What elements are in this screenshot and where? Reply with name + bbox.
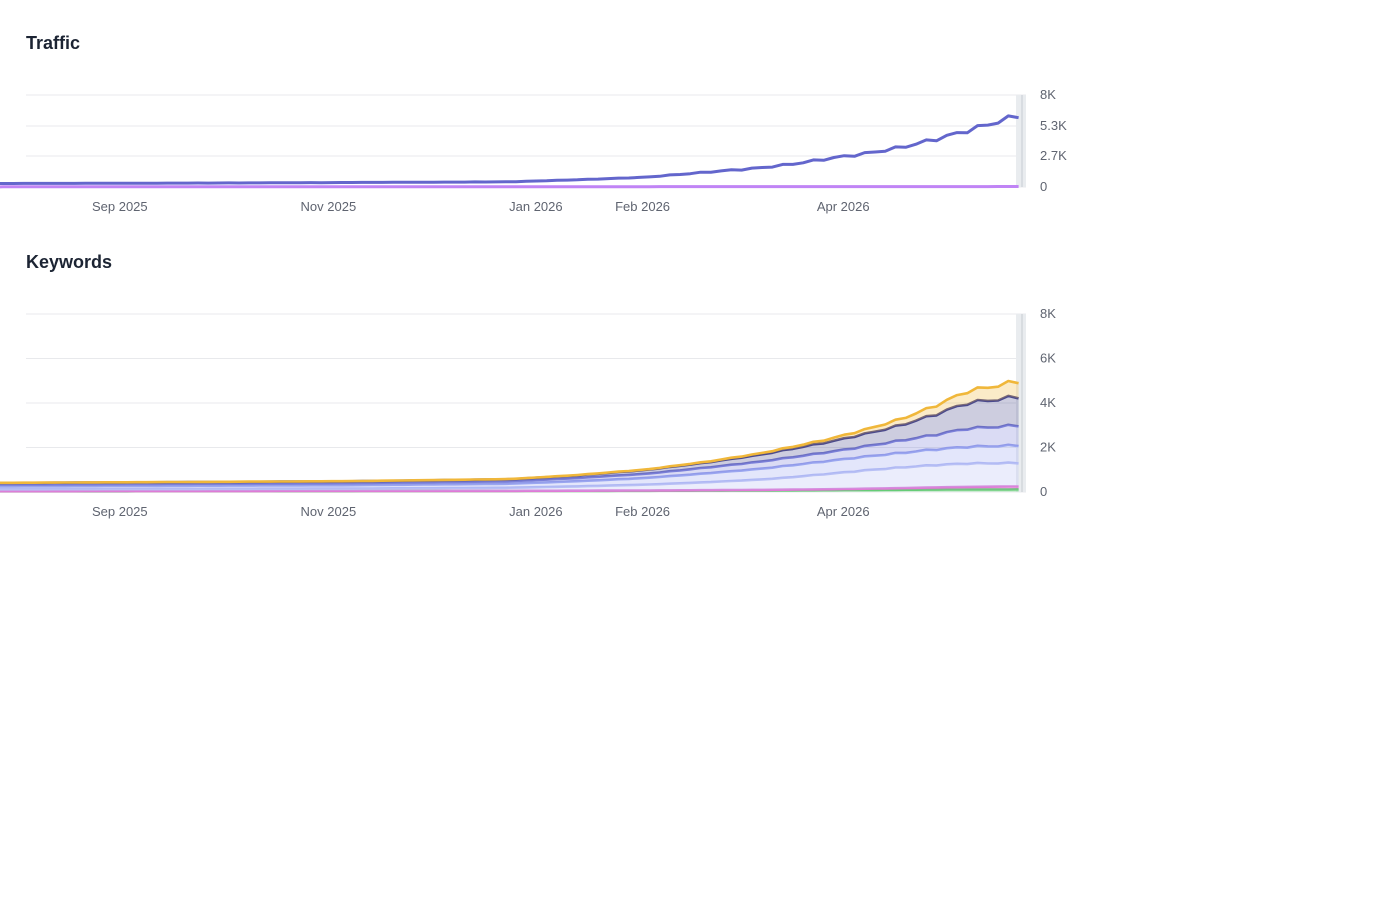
keywords-series-line-1[interactable] [0, 485, 1019, 493]
keywords-series-line-4[interactable] [0, 423, 1019, 486]
keywords-hover-band [1016, 314, 1026, 492]
keywords-series-area-2 [0, 462, 1019, 492]
keywords-y-tick-label: 0 [1040, 484, 1047, 499]
keywords-series-line-6[interactable] [0, 379, 1019, 485]
keywords-y-tick-label: 2K [1040, 440, 1056, 455]
keywords-series-line-3[interactable] [0, 443, 1019, 488]
traffic-y-tick-label: 0 [1040, 179, 1047, 194]
keywords-y-tick-label: 6K [1040, 351, 1056, 366]
keywords-series-area-4 [0, 424, 1019, 487]
traffic-x-tick-label: Jan 2026 [509, 199, 562, 214]
traffic-x-tick-label: Sep 2025 [92, 199, 148, 214]
traffic-x-tick-label: Apr 2026 [817, 199, 870, 214]
traffic-title: Traffic [26, 33, 81, 53]
keywords-x-tick-label: Feb 2026 [615, 504, 670, 519]
keywords-series-line-2[interactable] [0, 461, 1019, 491]
keywords-series-area-3 [0, 444, 1019, 490]
traffic-hover-band [1016, 95, 1026, 187]
traffic-series-line-0[interactable] [0, 114, 1019, 185]
keywords-x-tick-label: Jan 2026 [509, 504, 562, 519]
keywords-x-tick-label: Apr 2026 [817, 504, 870, 519]
traffic-y-tick-label: 2.7K [1040, 148, 1067, 163]
traffic-y-tick-label: 8K [1040, 87, 1056, 102]
keywords-y-tick-label: 8K [1040, 306, 1056, 321]
traffic-x-tick-label: Nov 2025 [301, 199, 357, 214]
traffic-y-tick-label: 5.3K [1040, 118, 1067, 133]
traffic-x-tick-label: Feb 2026 [615, 199, 670, 214]
keywords-title: Keywords [26, 252, 113, 272]
keywords-y-tick-label: 4K [1040, 395, 1056, 410]
keywords-x-tick-label: Sep 2025 [92, 504, 148, 519]
keywords-x-tick-label: Nov 2025 [301, 504, 357, 519]
